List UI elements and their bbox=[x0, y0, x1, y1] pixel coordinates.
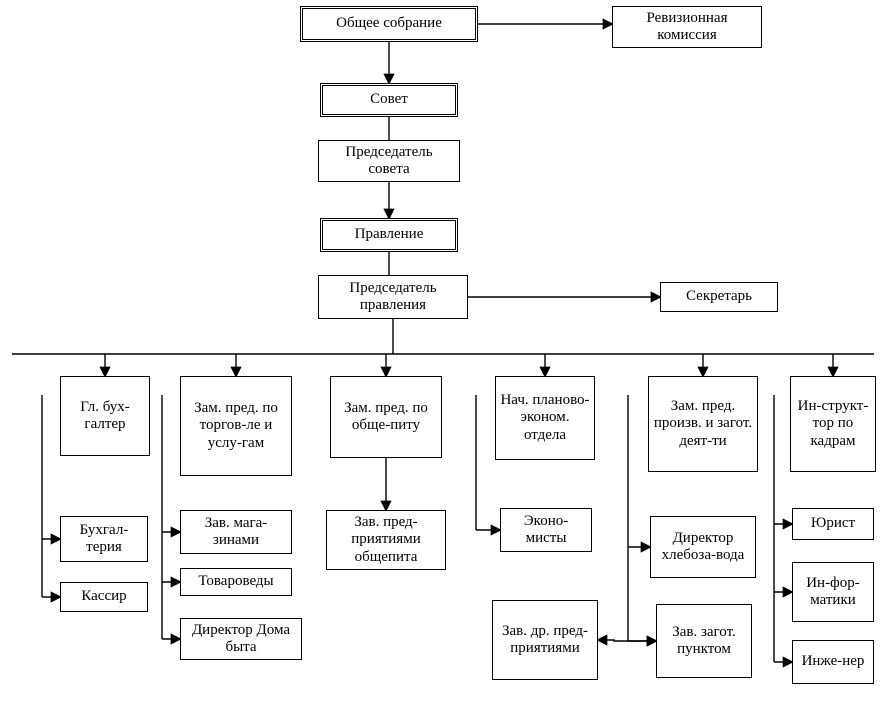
node-dep_catering: Зам. пред. по обще-питу bbox=[330, 376, 442, 458]
node-dombyta: Директор Дома быта bbox=[180, 618, 302, 660]
node-accounting: Бухгал-терия bbox=[60, 516, 148, 562]
node-dep_trade: Зам. пред. по торгов-ле и услу-гам bbox=[180, 376, 292, 476]
node-hr_instructor: Ин-структ-тор по кадрам bbox=[790, 376, 876, 472]
node-revision: Ревизионная комиссия bbox=[612, 6, 762, 48]
node-cashier: Кассир bbox=[60, 582, 148, 612]
node-council_chair: Председатель совета bbox=[318, 140, 460, 182]
node-chief_acc: Гл. бух-галтер bbox=[60, 376, 150, 456]
node-board_chair: Председатель правления bbox=[318, 275, 468, 319]
node-other_ent: Зав. др. пред-приятиями bbox=[492, 600, 598, 680]
node-engineer: Инже-нер bbox=[792, 640, 874, 684]
node-lawyer: Юрист bbox=[792, 508, 874, 540]
node-informatics: Ин-фор-матики bbox=[792, 562, 874, 622]
node-bakery_dir: Директор хлебоза-вода bbox=[650, 516, 756, 578]
node-general_meeting: Общее собрание bbox=[300, 6, 478, 42]
node-economists: Эконо-мисты bbox=[500, 508, 592, 552]
node-procurement: Зав. загот. пунктом bbox=[656, 604, 752, 678]
node-merch: Товароведы bbox=[180, 568, 292, 596]
node-dep_prod: Зам. пред. произв. и загот. деят-ти bbox=[648, 376, 758, 472]
org-chart: Общее собрание Ревизионная комиссия Совет П… bbox=[0, 0, 888, 719]
node-store_mgr: Зав. мага-зинами bbox=[180, 510, 292, 554]
node-council: Совет bbox=[320, 83, 458, 117]
node-catering_ent: Зав. пред-приятиями общепита bbox=[326, 510, 446, 570]
node-secretary: Секретарь bbox=[660, 282, 778, 312]
node-plan_dept_head: Нач. планово-эконом. отдела bbox=[495, 376, 595, 460]
node-board: Правление bbox=[320, 218, 458, 252]
